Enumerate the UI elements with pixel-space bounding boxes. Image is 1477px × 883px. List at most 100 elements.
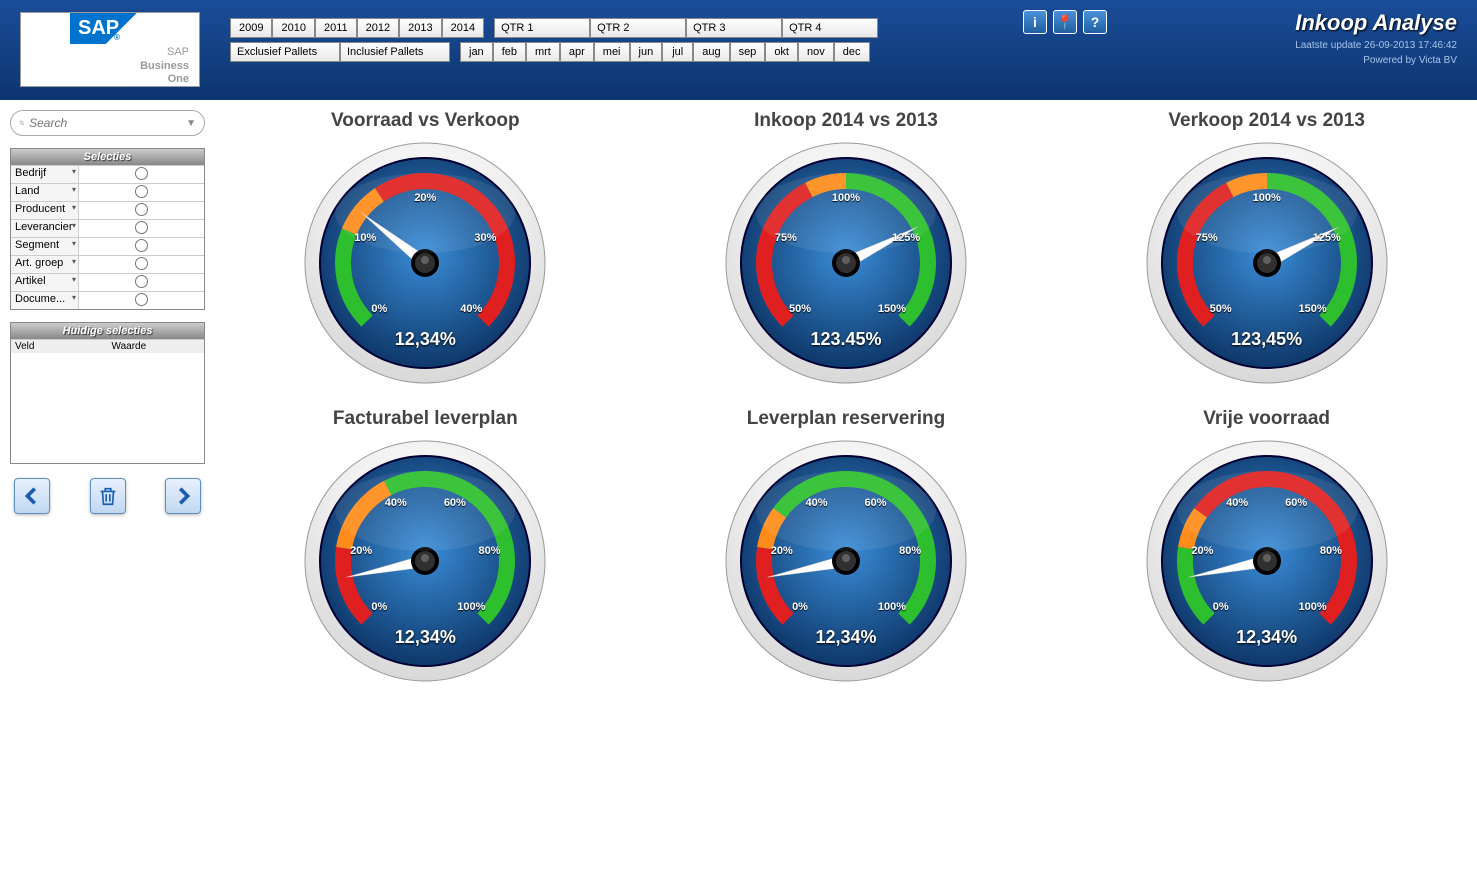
month-nov[interactable]: nov — [798, 42, 834, 62]
selectie-row: Producent — [11, 201, 204, 219]
gauge-tick-label: 50% — [1210, 303, 1232, 315]
clear-button[interactable] — [90, 478, 126, 514]
trash-icon — [97, 485, 119, 507]
gauge-tick-label: 20% — [771, 545, 793, 557]
month-mrt[interactable]: mrt — [526, 42, 560, 62]
huidige-panel: Huidige selecties Veld Waarde — [10, 322, 205, 464]
gauge-tick-label: 150% — [878, 303, 906, 315]
gauge-tick-label: 30% — [474, 232, 496, 244]
month-mei[interactable]: mei — [594, 42, 630, 62]
gauge-cell: Voorraad vs Verkoop0%10%20%30%40%12,34% — [235, 110, 616, 388]
logo-subtitle: SAP Business One — [21, 46, 199, 86]
gauge-tick-label: 40% — [805, 497, 827, 509]
month-jan[interactable]: jan — [460, 42, 493, 62]
quarter-QTR1[interactable]: QTR 1 — [494, 18, 590, 38]
selectie-label[interactable]: Segment — [11, 238, 79, 255]
selectie-radio[interactable] — [79, 202, 204, 219]
selecties-title: Selecties — [11, 149, 204, 165]
huidige-body — [11, 353, 204, 463]
year-2014[interactable]: 2014 — [442, 18, 484, 38]
gauge-tick-label: 60% — [864, 497, 886, 509]
month-jun[interactable]: jun — [630, 42, 663, 62]
selectie-radio[interactable] — [79, 220, 204, 237]
chevron-right-icon — [172, 485, 194, 507]
month-feb[interactable]: feb — [493, 42, 526, 62]
selecties-panel: Selecties BedrijfLandProducentLeverancie… — [10, 148, 205, 310]
selectie-radio[interactable] — [79, 166, 204, 183]
app-header: SAP SAP Business One 2009201020112012201… — [0, 0, 1477, 100]
year-2009[interactable]: 2009 — [230, 18, 272, 38]
gauge-tick-label: 0% — [792, 601, 808, 613]
gauge-value: 123.45% — [721, 329, 971, 350]
last-update: Laatste update 26-09-2013 17:46:42 — [1295, 40, 1457, 51]
gauge: 0%20%40%60%80%100%12,34% — [1142, 436, 1392, 686]
gauge-value: 12,34% — [721, 627, 971, 648]
chevron-left-icon — [21, 485, 43, 507]
month-dec[interactable]: dec — [834, 42, 870, 62]
year-2013[interactable]: 2013 — [399, 18, 441, 38]
selectie-label[interactable]: Artikel — [11, 274, 79, 291]
selectie-radio[interactable] — [79, 274, 204, 291]
back-button[interactable] — [14, 478, 50, 514]
huidige-title: Huidige selecties — [11, 323, 204, 339]
gauge-value: 12,34% — [300, 329, 550, 350]
selectie-label[interactable]: Land — [11, 184, 79, 201]
year-2012[interactable]: 2012 — [357, 18, 399, 38]
sap-logo-mark: SAP — [70, 13, 150, 44]
gauge-tick-label: 60% — [444, 497, 466, 509]
selectie-label[interactable]: Docume... — [11, 292, 79, 309]
gauge: 0%10%20%30%40%12,34% — [300, 138, 550, 388]
gauge-value: 123,45% — [1142, 329, 1392, 350]
pallet-mode[interactable]: Inclusief Pallets — [340, 42, 450, 62]
gauge-tick-label: 0% — [1213, 601, 1229, 613]
selectie-label[interactable]: Art. groep — [11, 256, 79, 273]
selectie-label[interactable]: Bedrijf — [11, 166, 79, 183]
pallet-mode[interactable]: Exclusief Pallets — [230, 42, 340, 62]
page-title: Inkoop Analyse — [1295, 10, 1457, 36]
gauge-tick-label: 80% — [899, 545, 921, 557]
quarter-QTR3[interactable]: QTR 3 — [686, 18, 782, 38]
gauge-tick-label: 50% — [789, 303, 811, 315]
month-jul[interactable]: jul — [662, 42, 693, 62]
help-icon[interactable]: ? — [1083, 10, 1107, 34]
gauge-cell: Leverplan reservering0%20%40%60%80%100%1… — [656, 408, 1037, 686]
quarter-QTR2[interactable]: QTR 2 — [590, 18, 686, 38]
gauge: 0%20%40%60%80%100%12,34% — [300, 436, 550, 686]
gauge: 50%75%100%125%150%123,45% — [1142, 138, 1392, 388]
month-sep[interactable]: sep — [730, 42, 766, 62]
gauge-tick-label: 100% — [457, 601, 485, 613]
selectie-label[interactable]: Producent — [11, 202, 79, 219]
location-icon[interactable]: 📍 — [1053, 10, 1077, 34]
gauge-tick-label: 125% — [1313, 232, 1341, 244]
month-aug[interactable]: aug — [693, 42, 729, 62]
gauge-title: Vrije voorraad — [1076, 408, 1457, 430]
forward-button[interactable] — [165, 478, 201, 514]
gauge-title: Inkoop 2014 vs 2013 — [656, 110, 1037, 132]
info-icon[interactable]: i — [1023, 10, 1047, 34]
gauge-tick-label: 40% — [460, 303, 482, 315]
selectie-label[interactable]: Leverancier — [11, 220, 79, 237]
gauge: 50%75%100%125%150%123.45% — [721, 138, 971, 388]
gauge-tick-label: 100% — [1299, 601, 1327, 613]
gauge-tick-label: 75% — [1196, 232, 1218, 244]
col-veld: Veld — [11, 340, 108, 353]
month-okt[interactable]: okt — [765, 42, 798, 62]
quarter-QTR4[interactable]: QTR 4 — [782, 18, 878, 38]
selectie-radio[interactable] — [79, 292, 204, 309]
selectie-radio[interactable] — [79, 256, 204, 273]
gauge-cell: Facturabel leverplan0%20%40%60%80%100%12… — [235, 408, 616, 686]
year-2010[interactable]: 2010 — [272, 18, 314, 38]
month-apr[interactable]: apr — [560, 42, 594, 62]
search-box[interactable]: ▼ — [10, 110, 205, 136]
gauge-title: Verkoop 2014 vs 2013 — [1076, 110, 1457, 132]
gauge-tick-label: 0% — [371, 601, 387, 613]
selectie-radio[interactable] — [79, 184, 204, 201]
year-2011[interactable]: 2011 — [315, 18, 357, 38]
gauge-cell: Verkoop 2014 vs 201350%75%100%125%150%12… — [1076, 110, 1457, 388]
search-dropdown-icon[interactable]: ▼ — [186, 118, 196, 129]
selectie-radio[interactable] — [79, 238, 204, 255]
selectie-row: Artikel — [11, 273, 204, 291]
gauge-grid: Voorraad vs Verkoop0%10%20%30%40%12,34%I… — [215, 100, 1477, 696]
search-input[interactable] — [25, 116, 186, 130]
gauge-tick-label: 10% — [354, 232, 376, 244]
